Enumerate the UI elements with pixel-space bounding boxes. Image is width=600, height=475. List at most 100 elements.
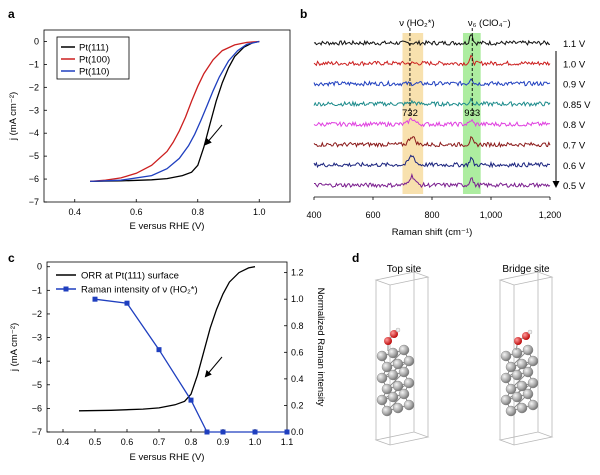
pt-atom <box>527 377 539 389</box>
y-tick-label: −7 <box>29 197 39 207</box>
pt-atom <box>522 344 534 356</box>
x-tick-label: 0.7 <box>153 437 166 447</box>
pt-atom <box>505 405 517 417</box>
y-tick-label: −5 <box>29 151 39 161</box>
x-axis-label: E versus RHE (V) <box>130 452 205 463</box>
x-tick-label: 1.0 <box>253 207 266 217</box>
y-tick-label: −5 <box>32 380 42 390</box>
spectrum-line <box>313 97 551 108</box>
x-tick-label: 1.1 <box>281 437 294 447</box>
y-tick-label: −7 <box>32 427 42 437</box>
y-right-tick-label: 1.2 <box>291 268 304 278</box>
band-label: 933 <box>464 108 480 119</box>
series-line <box>94 298 287 433</box>
data-point <box>156 347 162 353</box>
peak-label: ν (HO₂*) <box>399 18 434 29</box>
pt-atom <box>522 388 534 400</box>
chart-a: 0.4 0.6 0.8 1.0 0 −1 −2 −3 −4 −5 −6 −7 E versus RHE … <box>8 29 291 232</box>
pt-atom <box>500 350 512 362</box>
pt-atom <box>516 402 528 414</box>
hydrogen-atom <box>395 327 401 333</box>
y-tick-label: −1 <box>32 285 42 295</box>
cell-edge <box>498 431 554 446</box>
y-tick-label: −2 <box>29 82 39 92</box>
y-tick-label: −3 <box>32 333 42 343</box>
y-tick-label: 0 <box>37 262 42 272</box>
x-tick-label: 0.9 <box>217 437 230 447</box>
spectrum-line <box>313 54 551 67</box>
cell-edge <box>374 431 430 446</box>
pt-atom <box>376 372 388 384</box>
pt-atom <box>398 344 410 356</box>
chart-c: 0.4 0.5 0.6 0.7 0.8 0.9 1.0 1.1 0 −1 −2 −3 −4 −5 −6 −7 0… <box>9 261 326 463</box>
potential-label: 0.85 V <box>563 100 591 111</box>
pt-atom <box>403 377 415 389</box>
x-tick-label: 400 <box>306 210 321 220</box>
legend-label: Pt(111) <box>79 43 109 54</box>
pt-atom <box>387 347 399 359</box>
spectrum-line <box>314 172 551 189</box>
y-tick-label: −4 <box>32 356 42 366</box>
potential-label: 0.9 V <box>563 80 586 91</box>
y-tick-label: −4 <box>29 128 39 138</box>
pt-atom <box>511 391 523 403</box>
pt-atom <box>381 361 393 373</box>
panel-b-label: b <box>300 7 307 21</box>
spectrum-line <box>313 78 551 87</box>
x-tick-label: 1,200 <box>539 210 562 220</box>
oxygen-atom <box>390 330 398 338</box>
oxygen-atom <box>514 337 522 345</box>
potential-label: 0.6 V <box>563 161 586 172</box>
pt-atom <box>398 388 410 400</box>
x-tick-label: 0.6 <box>121 437 134 447</box>
pt-atom <box>505 383 517 395</box>
x-tick-label: 0.8 <box>191 207 204 217</box>
series-line <box>90 40 260 183</box>
pt-atom <box>516 358 528 370</box>
plot-frame <box>43 29 291 203</box>
highlight-band <box>402 33 424 194</box>
series-line <box>90 40 260 183</box>
pt-atom <box>376 350 388 362</box>
pt-atom <box>500 394 512 406</box>
y-tick-label: −2 <box>32 309 42 319</box>
y-tick-label: −6 <box>32 403 42 413</box>
spectrum-line <box>313 135 551 149</box>
potential-label: 0.8 V <box>563 120 586 131</box>
potential-label: 1.0 V <box>563 59 586 70</box>
pt-atom <box>392 380 404 392</box>
pt-atom <box>398 366 410 378</box>
arrow <box>204 124 223 146</box>
plot-frame <box>46 261 288 433</box>
pt-atom <box>376 394 388 406</box>
x-tick-label: 1.0 <box>249 437 262 447</box>
data-point <box>252 429 258 435</box>
pt-atom <box>387 369 399 381</box>
legend-label: Raman intensity of ν (HO₂*) <box>81 285 198 296</box>
pt-atom <box>522 366 534 378</box>
pt-atom <box>511 347 523 359</box>
x-tick-label: 0.6 <box>130 207 143 217</box>
potential-label: 1.1 V <box>563 39 586 50</box>
y-right-tick-label: 0.6 <box>291 347 304 357</box>
y-axis-label: j (mA cm⁻²) <box>8 92 19 141</box>
series-line <box>78 266 256 412</box>
spectrum-line <box>313 154 551 169</box>
x-tick-label: 1,000 <box>480 210 503 220</box>
potential-label: 0.7 V <box>563 141 586 152</box>
x-axis-label: E versus RHE (V) <box>130 221 205 232</box>
x-tick-label: 0.4 <box>57 437 70 447</box>
pt-atom <box>500 372 512 384</box>
panel-d: Top site Bridge site <box>374 264 554 446</box>
y-right-tick-label: 0.8 <box>291 321 304 331</box>
top-site-cell <box>374 271 430 446</box>
hydrogen-atom <box>527 329 533 335</box>
pt-atom <box>505 361 517 373</box>
top-site-title: Top site <box>387 264 422 275</box>
legend-label: ORR at Pt(111) surface <box>81 271 179 282</box>
band-label: 732 <box>402 108 418 119</box>
legend-label: Pt(110) <box>79 67 109 78</box>
y-right-axis-label: Normalized Raman intensity <box>315 288 326 407</box>
data-point <box>204 429 210 435</box>
pt-atom <box>403 399 415 411</box>
